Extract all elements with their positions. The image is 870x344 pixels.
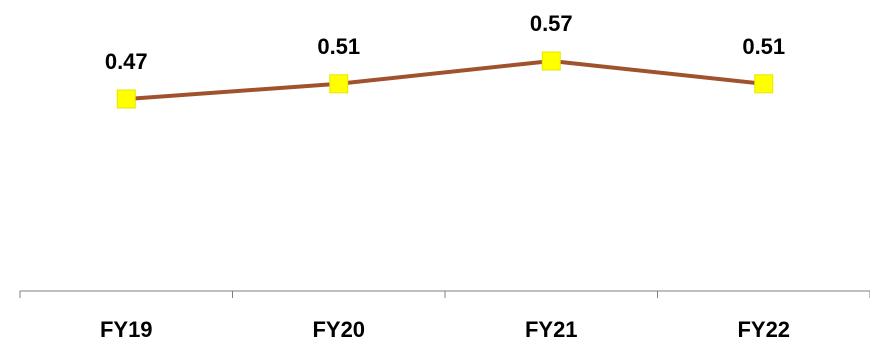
series-line-group <box>124 59 766 101</box>
data-labels: 0.47 0.51 0.57 0.51 <box>105 11 785 74</box>
x-tick-label-fy20: FY20 <box>312 317 365 342</box>
x-tick-labels: FY19 FY20 FY21 FY22 <box>100 317 790 342</box>
data-label-fy22: 0.51 <box>742 34 785 59</box>
data-point-marker-fy20 <box>329 74 349 94</box>
data-label-fy21: 0.57 <box>530 11 573 36</box>
x-tick-label-fy21: FY21 <box>525 317 578 342</box>
data-point-marker-fy22 <box>754 74 774 94</box>
series-markers <box>116 51 774 109</box>
x-axis <box>19 290 870 298</box>
x-tick-label-fy19: FY19 <box>100 317 153 342</box>
data-point-marker-fy19 <box>116 89 136 109</box>
data-label-fy20: 0.51 <box>317 34 360 59</box>
x-tick-label-fy22: FY22 <box>737 317 790 342</box>
series-line <box>124 59 766 101</box>
data-point-marker-fy21 <box>541 51 561 71</box>
data-label-fy19: 0.47 <box>105 49 148 74</box>
